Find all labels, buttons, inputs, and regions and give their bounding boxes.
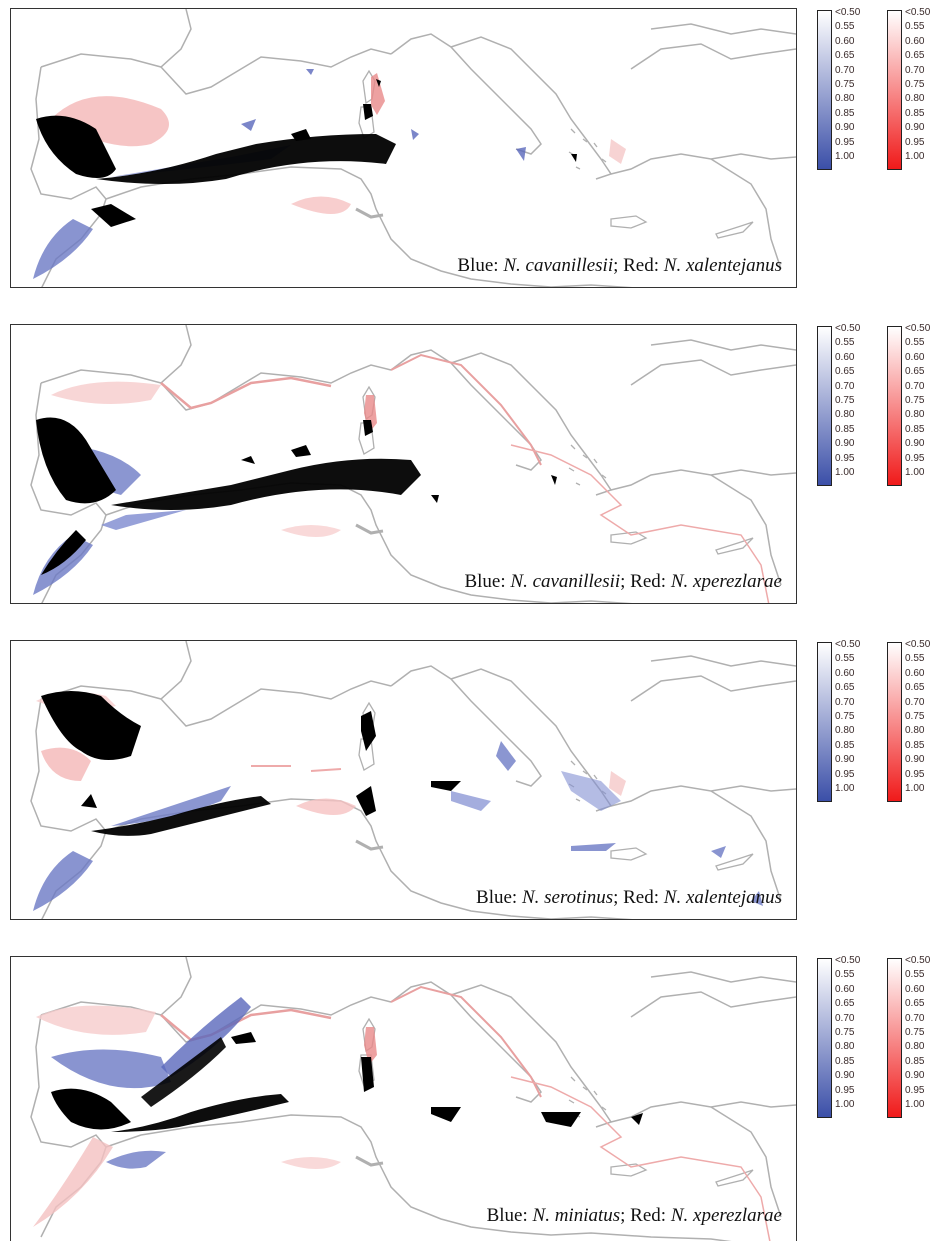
blue-legend: <0.50 0.55 0.60 0.65 0.70 0.75 0.80 0.85 0.90 0.9… [817, 639, 877, 802]
red-legend-ticks: <0.50 0.55 0.60 0.65 0.70 0.75 0.80 0.85 0.90 0.9… [905, 639, 931, 795]
map-panel-1: Blue: N. cavanillesii; Red: N. xalenteja… [0, 0, 951, 296]
red-legend-ticks: <0.50 0.55 0.60 0.65 0.70 0.75 0.80 0.85 0.90 0.9… [905, 323, 931, 479]
blue-legend: <0.50 0.55 0.60 0.65 0.70 0.75 0.80 0.85 0.90 0.9… [817, 955, 877, 1118]
map-panel-2: Blue: N. cavanillesii; Red: N. xperezlar… [0, 316, 951, 612]
blue-legend-ticks: <0.50 0.55 0.60 0.65 0.70 0.75 0.80 0.85 0.90 0.9… [835, 955, 861, 1111]
blue-legend-ticks: <0.50 0.55 0.60 0.65 0.70 0.75 0.80 0.85 0.90 0.9… [835, 639, 861, 795]
red-legend-ticks: <0.50 0.55 0.60 0.65 0.70 0.75 0.80 0.85 0.90 0.9… [905, 7, 931, 163]
map-frame: Blue: N. cavanillesii; Red: N. xalenteja… [10, 8, 797, 288]
red-legend: <0.50 0.55 0.60 0.65 0.70 0.75 0.80 0.85 0.90 0.9… [887, 323, 947, 486]
blue-legend: <0.50 0.55 0.60 0.65 0.70 0.75 0.80 0.85 0.90 0.9… [817, 323, 877, 486]
blue-color-bar [817, 642, 832, 802]
blue-color-bar [817, 326, 832, 486]
map-frame: Blue: N. cavanillesii; Red: N. xperezlar… [10, 324, 797, 604]
red-legend: <0.50 0.55 0.60 0.65 0.70 0.75 0.80 0.85 0.90 0.9… [887, 7, 947, 170]
map-frame: Blue: N. miniatus; Red: N. xperezlarae [10, 956, 797, 1241]
blue-color-bar [817, 10, 832, 170]
red-legend: <0.50 0.55 0.60 0.65 0.70 0.75 0.80 0.85 0.90 0.9… [887, 639, 947, 802]
map-caption: Blue: N. miniatus; Red: N. xperezlarae [486, 1205, 782, 1226]
blue-legend: <0.50 0.55 0.60 0.65 0.70 0.75 0.80 0.85 0.90 0.9… [817, 7, 877, 170]
map-panel-4: Blue: N. miniatus; Red: N. xperezlarae <… [0, 948, 951, 1244]
map-caption: Blue: N. cavanillesii; Red: N. xperezlar… [464, 571, 782, 592]
map-caption: Blue: N. serotinus; Red: N. xalentejanus [476, 887, 782, 908]
blue-legend-ticks: <0.50 0.55 0.60 0.65 0.70 0.75 0.80 0.85 0.90 0.9… [835, 323, 861, 479]
red-legend-ticks: <0.50 0.55 0.60 0.65 0.70 0.75 0.80 0.85 0.90 0.9… [905, 955, 931, 1111]
map-panel-3: Blue: N. serotinus; Red: N. xalentejanus… [0, 632, 951, 928]
map-frame: Blue: N. serotinus; Red: N. xalentejanus [10, 640, 797, 920]
red-color-bar [887, 10, 902, 170]
suitability-map [29, 641, 796, 919]
map-caption: Blue: N. cavanillesii; Red: N. xalenteja… [457, 255, 782, 276]
red-color-bar [887, 958, 902, 1118]
red-color-bar [887, 326, 902, 486]
suitability-map [29, 9, 796, 287]
suitability-map [29, 957, 796, 1241]
suitability-map [29, 325, 796, 603]
red-legend: <0.50 0.55 0.60 0.65 0.70 0.75 0.80 0.85 0.90 0.9… [887, 955, 947, 1118]
blue-legend-ticks: <0.50 0.55 0.60 0.65 0.70 0.75 0.80 0.85 0.90 0.9… [835, 7, 861, 163]
blue-color-bar [817, 958, 832, 1118]
red-color-bar [887, 642, 902, 802]
